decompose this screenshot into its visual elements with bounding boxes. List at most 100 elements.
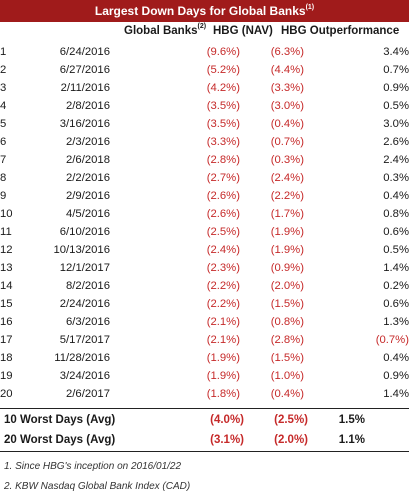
row-date: 8/2/2016 <box>66 280 110 292</box>
row-hbg-nav: (0.7%) <box>270 136 304 148</box>
header-global-banks-ref: (2) <box>197 23 207 30</box>
row-hbg-nav: (4.4%) <box>270 64 304 76</box>
row-global-banks: (9.6%) <box>206 46 240 58</box>
row-rank: 2 <box>0 64 7 76</box>
row-global-banks: (2.2%) <box>206 280 240 292</box>
summary-table: 10 Worst Days (Avg) (4.0%) (2.5%) 1.5% 2… <box>0 410 409 450</box>
table-row: 3 2/11/2016 (4.2%) (3.3%) 0.9% <box>0 79 409 97</box>
row-global-banks: (1.9%) <box>206 352 240 364</box>
row-rank: 3 <box>0 82 7 94</box>
row-global-banks: (3.3%) <box>206 136 240 148</box>
row-date: 2/6/2017 <box>66 388 110 400</box>
table-row: 12 10/13/2016 (2.4%) (1.9%) 0.5% <box>0 241 409 259</box>
row-rank: 15 <box>0 298 13 310</box>
footnote-2: 2. KBW Nasdaq Global Bank Index (CAD) <box>4 481 191 492</box>
row-hbg-outperformance: 0.4% <box>383 352 409 364</box>
title-footnote-ref: (1) <box>305 4 315 11</box>
table-row: 6 2/3/2016 (3.3%) (0.7%) 2.6% <box>0 133 409 151</box>
row-hbg-nav: (2.4%) <box>270 172 304 184</box>
row-date: 3/24/2016 <box>59 370 110 382</box>
row-hbg-outperformance: 0.6% <box>383 298 409 310</box>
row-date: 3/16/2016 <box>59 118 110 130</box>
row-date: 2/9/2016 <box>66 190 110 202</box>
row-hbg-nav: (0.3%) <box>270 154 304 166</box>
table-title: Largest Down Days for Global Banks(1) <box>0 0 409 22</box>
table-row: 10 4/5/2016 (2.6%) (1.7%) 0.8% <box>0 205 409 223</box>
row-rank: 5 <box>0 118 7 130</box>
row-hbg-outperformance: 0.8% <box>383 208 409 220</box>
row-hbg-outperformance: 1.4% <box>383 262 409 274</box>
row-date: 2/11/2016 <box>60 82 110 94</box>
row-hbg-outperformance: 0.9% <box>383 82 409 94</box>
row-rank: 12 <box>0 244 13 256</box>
table-row: 8 2/2/2016 (2.7%) (2.4%) 0.3% <box>0 169 409 187</box>
row-hbg-nav: (3.3%) <box>270 82 304 94</box>
row-date: 6/3/2016 <box>66 316 110 328</box>
row-hbg-outperformance: 0.3% <box>383 172 409 184</box>
row-hbg-outperformance: 0.6% <box>383 226 409 238</box>
summary-label: 20 Worst Days (Avg) <box>4 434 116 446</box>
row-hbg-nav: (2.0%) <box>270 280 304 292</box>
row-rank: 13 <box>0 262 13 274</box>
row-global-banks: (1.8%) <box>206 388 240 400</box>
row-rank: 18 <box>0 352 13 364</box>
row-date: 4/5/2016 <box>66 208 110 220</box>
row-hbg-nav: (1.0%) <box>270 370 304 382</box>
row-date: 6/10/2016 <box>59 226 110 238</box>
row-hbg-outperformance: 2.6% <box>383 136 409 148</box>
table-row: 15 2/24/2016 (2.2%) (1.5%) 0.6% <box>0 295 409 313</box>
row-hbg-outperformance: 0.2% <box>383 280 409 292</box>
table-row: 14 8/2/2016 (2.2%) (2.0%) 0.2% <box>0 277 409 295</box>
row-hbg-nav: (0.9%) <box>270 262 304 274</box>
row-date: 2/3/2016 <box>66 136 110 148</box>
summary-hbg-nav: (2.5%) <box>274 414 308 426</box>
row-hbg-nav: (1.7%) <box>270 208 304 220</box>
row-date: 11/28/2016 <box>54 352 110 364</box>
row-rank: 17 <box>0 334 13 346</box>
row-hbg-nav: (6.3%) <box>270 46 304 58</box>
row-date: 2/24/2016 <box>59 298 110 310</box>
header-global-banks-text: Global Banks <box>124 25 198 37</box>
row-rank: 8 <box>0 172 7 184</box>
row-global-banks: (2.1%) <box>206 334 240 346</box>
table-title-text: Largest Down Days for Global Banks <box>94 4 306 18</box>
table-row: 4 2/8/2016 (3.5%) (3.0%) 0.5% <box>0 97 409 115</box>
summary-global-banks: (3.1%) <box>210 434 244 446</box>
row-hbg-outperformance: 0.5% <box>383 244 409 256</box>
row-hbg-outperformance: 1.3% <box>383 316 409 328</box>
row-hbg-nav: (2.8%) <box>270 334 304 346</box>
row-hbg-outperformance: 0.7% <box>383 64 409 76</box>
row-hbg-outperformance: 2.4% <box>383 154 409 166</box>
row-global-banks: (2.6%) <box>206 208 240 220</box>
row-date: 5/17/2017 <box>59 334 110 346</box>
summary-bottom-rule <box>0 451 409 452</box>
row-hbg-nav: (1.5%) <box>270 352 304 364</box>
row-global-banks: (5.2%) <box>206 64 240 76</box>
row-hbg-outperformance: 1.4% <box>383 388 409 400</box>
summary-global-banks: (4.0%) <box>210 414 244 426</box>
row-rank: 11 <box>0 226 12 238</box>
row-hbg-nav: (0.4%) <box>270 388 304 400</box>
row-global-banks: (2.3%) <box>206 262 240 274</box>
summary-top-rule <box>0 408 409 409</box>
row-hbg-outperformance: (0.7%) <box>375 334 409 346</box>
row-hbg-nav: (0.4%) <box>270 118 304 130</box>
table-row: 7 2/6/2018 (2.8%) (0.3%) 2.4% <box>0 151 409 169</box>
row-rank: 20 <box>0 388 13 400</box>
row-date: 6/27/2016 <box>59 64 110 76</box>
row-global-banks: (3.5%) <box>206 100 240 112</box>
row-date: 2/8/2016 <box>66 100 110 112</box>
table-row: 20 2/6/2017 (1.8%) (0.4%) 1.4% <box>0 385 409 403</box>
row-date: 6/24/2016 <box>59 46 110 58</box>
summary-hbg-outperformance: 1.5% <box>338 414 365 426</box>
row-rank: 14 <box>0 280 13 292</box>
row-hbg-outperformance: 0.9% <box>383 370 409 382</box>
table-row: 1 6/24/2016 (9.6%) (6.3%) 3.4% <box>0 43 409 61</box>
summary-row-10: 10 Worst Days (Avg) (4.0%) (2.5%) 1.5% <box>0 410 409 430</box>
row-global-banks: (2.2%) <box>206 298 240 310</box>
table-row: 18 11/28/2016 (1.9%) (1.5%) 0.4% <box>0 349 409 367</box>
table-row: 5 3/16/2016 (3.5%) (0.4%) 3.0% <box>0 115 409 133</box>
row-rank: 7 <box>0 154 7 166</box>
row-hbg-outperformance: 0.5% <box>383 100 409 112</box>
footnote-1: 1. Since HBG's inception on 2016/01/22 <box>4 461 182 472</box>
